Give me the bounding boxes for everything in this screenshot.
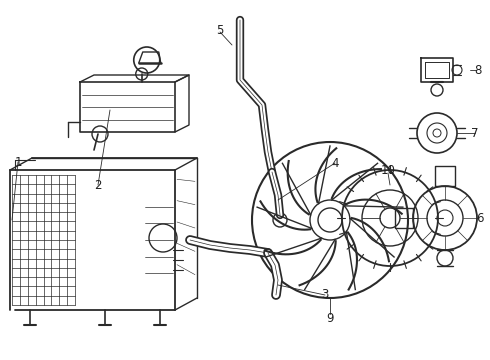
Text: 9: 9 (326, 311, 334, 324)
Text: 4: 4 (331, 157, 339, 170)
Text: 3: 3 (321, 288, 329, 302)
Text: 1: 1 (14, 156, 22, 168)
Text: 7: 7 (471, 126, 479, 140)
Text: 5: 5 (216, 23, 224, 36)
Text: 10: 10 (381, 163, 395, 176)
Text: 8: 8 (474, 63, 482, 77)
Text: 6: 6 (476, 212, 484, 225)
Text: 2: 2 (94, 179, 102, 192)
